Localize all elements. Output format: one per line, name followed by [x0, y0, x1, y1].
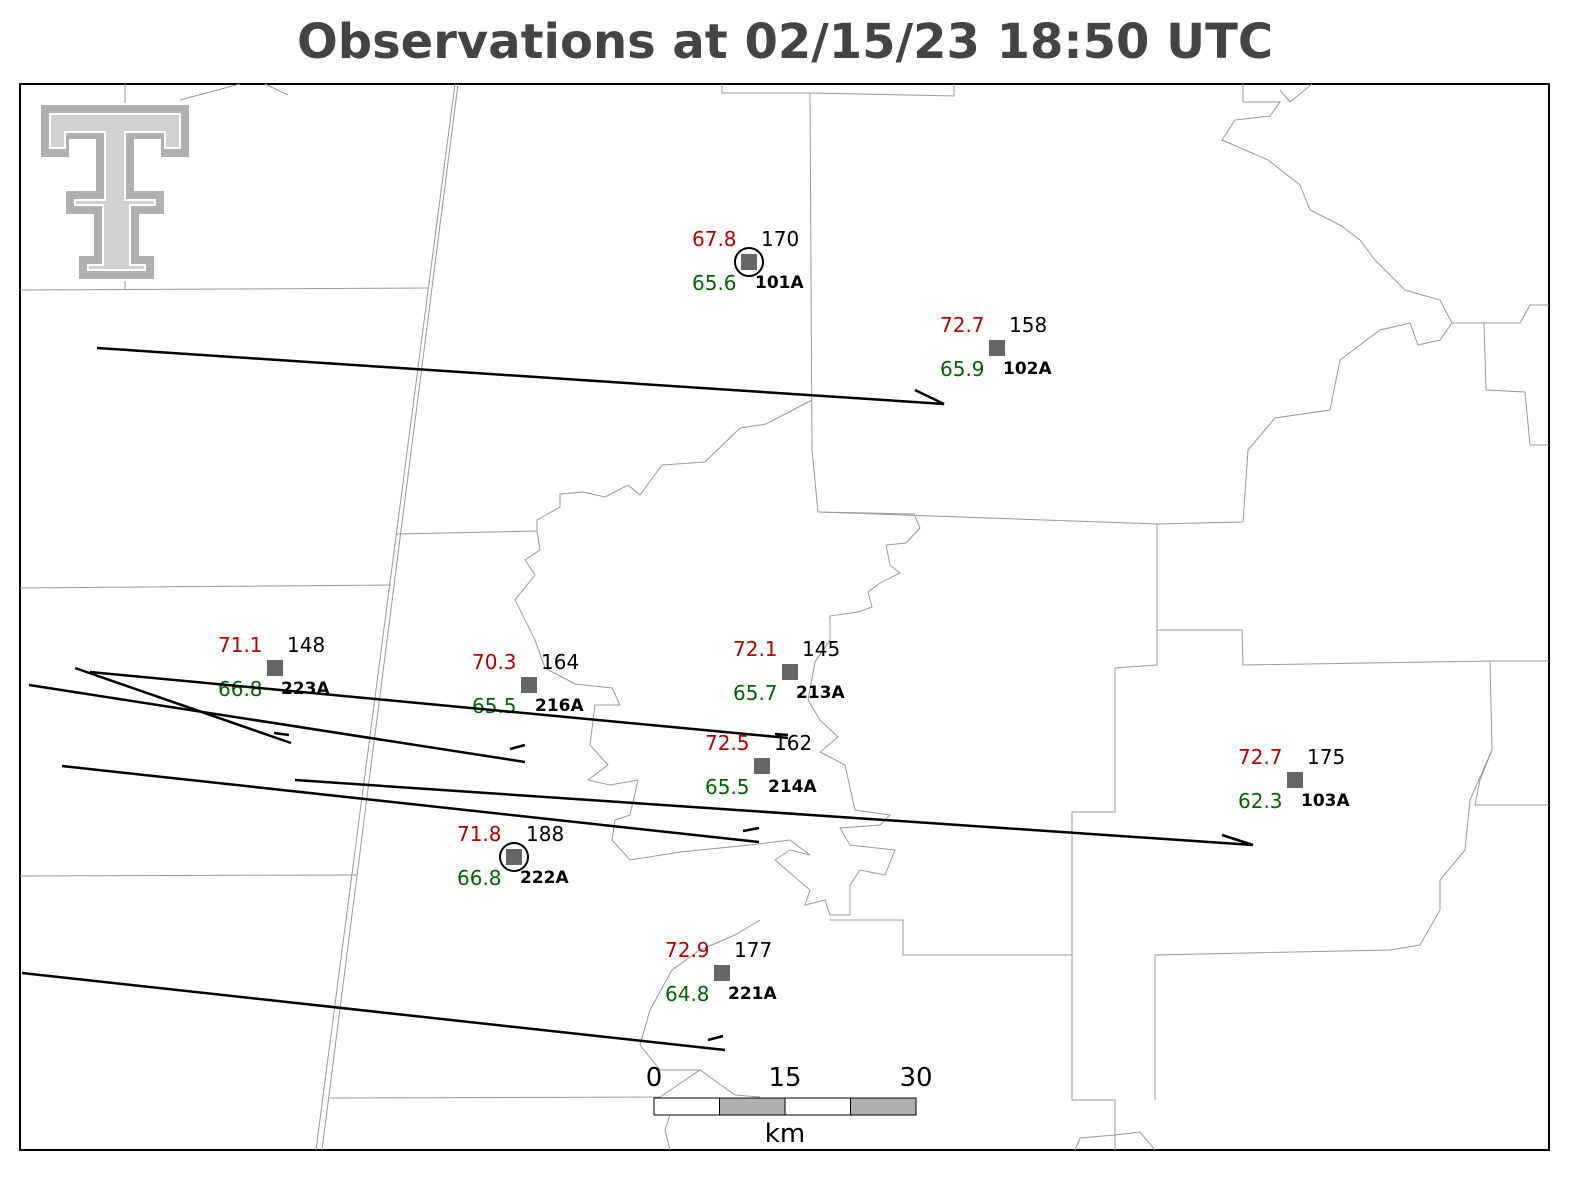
station-id: 216A: [535, 696, 584, 716]
temperature: 70.3: [472, 650, 517, 674]
station-marker: [521, 677, 537, 693]
dewpoint: 62.3: [1238, 789, 1283, 813]
pressure: 177: [734, 938, 772, 962]
station-id: 223A: [281, 679, 330, 699]
stations: 67.8 170 65.6 101A 72.7 158 65.9 102A 71.1 148 66.…: [21, 227, 1350, 1052]
station-id: 101A: [755, 273, 804, 293]
pressure: 170: [761, 227, 799, 251]
scale-bar: 0 15 30 km: [646, 1063, 933, 1149]
station-marker: [267, 660, 283, 676]
temperature: 72.1: [733, 637, 778, 661]
station-id: 213A: [796, 683, 845, 703]
station-marker: [714, 965, 730, 981]
wind-barb: [74, 666, 292, 745]
station-id: 214A: [768, 777, 817, 797]
wind-barb: [61, 764, 760, 844]
station-marker: [1287, 772, 1303, 788]
county-borders: [19, 83, 1550, 1151]
logo: [39, 103, 191, 281]
wind-barb: [89, 670, 789, 740]
scale-tick-label: 15: [768, 1063, 801, 1093]
station-id: 102A: [1003, 359, 1052, 379]
dewpoint: 65.9: [940, 357, 985, 381]
pressure: 148: [287, 633, 325, 657]
station-id: 103A: [1301, 791, 1350, 811]
temperature: 71.8: [457, 822, 502, 846]
dewpoint: 65.7: [733, 681, 778, 705]
scale-tick-label: 30: [899, 1063, 932, 1093]
dewpoint: 65.6: [692, 271, 737, 295]
pressure: 158: [1009, 313, 1047, 337]
temperature: 72.5: [705, 731, 750, 755]
dewpoint: 64.8: [665, 982, 710, 1006]
station-marker: [782, 664, 798, 680]
temperature: 72.9: [665, 938, 710, 962]
scale-segment: [653, 1097, 720, 1116]
station-marker: [754, 758, 770, 774]
scale-segment: [784, 1097, 851, 1116]
dewpoint: 65.5: [472, 694, 517, 718]
scale-segment: [850, 1097, 917, 1116]
dewpoint: 66.8: [457, 866, 502, 890]
wind-barb: [21, 971, 726, 1052]
wind-barb: [28, 683, 526, 764]
temperature: 72.7: [940, 313, 985, 337]
station-marker: [989, 340, 1005, 356]
dewpoint: 66.8: [218, 677, 263, 701]
calm-circle: [734, 247, 764, 277]
scale-unit: km: [765, 1119, 805, 1149]
temperature: 72.7: [1238, 745, 1283, 769]
calm-circle: [499, 842, 529, 872]
pressure: 164: [541, 650, 579, 674]
pressure: 175: [1307, 745, 1345, 769]
pressure: 162: [774, 731, 812, 755]
station-marker: [741, 254, 757, 270]
pressure: 188: [526, 822, 564, 846]
title: Observations at 02/15/23 18:50 UTC: [297, 14, 1273, 70]
pressure: 145: [802, 637, 840, 661]
scale-segment: [719, 1097, 786, 1116]
station-id: 222A: [520, 868, 569, 888]
station-id: 221A: [728, 984, 777, 1004]
wind-barb: [96, 346, 945, 406]
wind-barb: [294, 778, 1254, 847]
temperature: 67.8: [692, 227, 737, 251]
temperature: 71.1: [218, 633, 263, 657]
dewpoint: 65.5: [705, 775, 750, 799]
scale-tick-label: 0: [646, 1063, 663, 1093]
station-marker: [506, 849, 522, 865]
